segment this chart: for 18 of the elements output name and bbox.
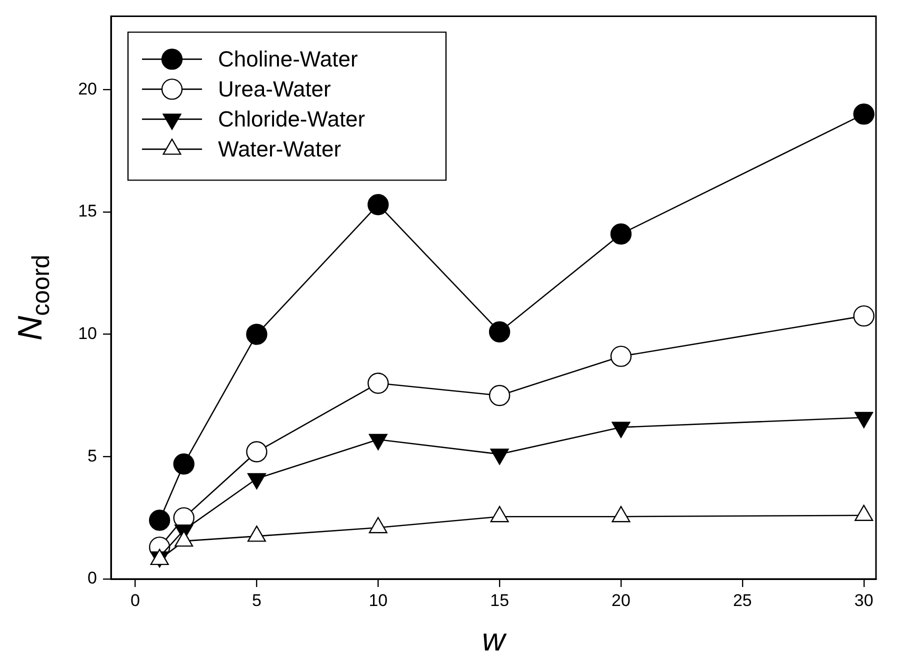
x-tick-label: 25 <box>732 590 752 610</box>
x-tick-label: 20 <box>612 590 630 610</box>
y-tick-label: 5 <box>88 446 97 466</box>
x-tick-label: 30 <box>854 590 874 610</box>
legend-label: Urea-Water <box>218 76 331 102</box>
x-tick-label: 10 <box>368 590 388 610</box>
y-tick-label: 20 <box>78 79 97 98</box>
y-axis-title: Ncoord <box>11 254 55 340</box>
y-tick-label: 15 <box>78 202 97 221</box>
x-tick-label: 15 <box>490 590 510 610</box>
legend-label: Choline-Water <box>218 46 358 72</box>
x-tick-label: 0 <box>130 590 140 610</box>
y-tick-label: 0 <box>88 568 97 588</box>
legend-label: Water-Water <box>218 136 342 162</box>
x-tick-label: 5 <box>252 590 262 610</box>
x-axis-title: w <box>482 622 507 658</box>
legend-label: Chloride-Water <box>218 106 366 132</box>
y-tick-label: 10 <box>78 324 97 343</box>
